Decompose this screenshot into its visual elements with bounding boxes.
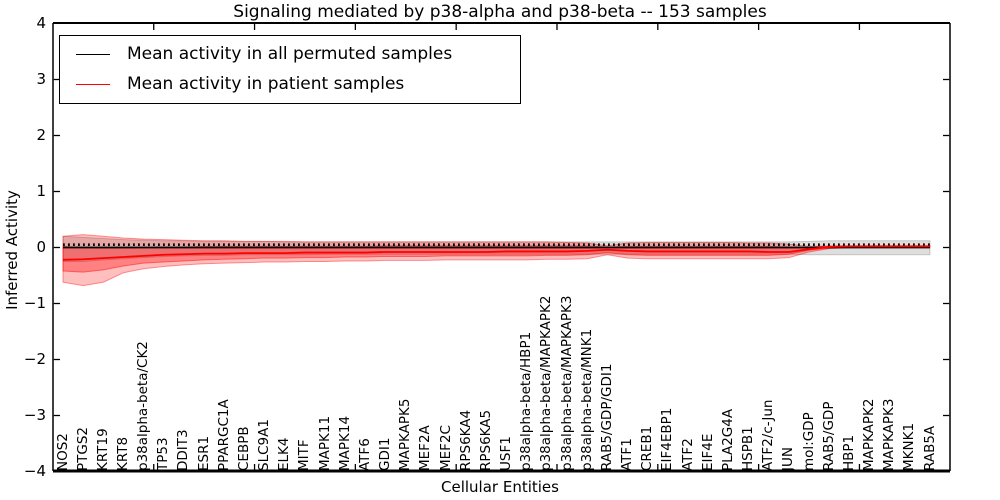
y-tick-label: −3 bbox=[23, 406, 46, 424]
legend-label-permuted: Mean activity in all permuted samples bbox=[127, 44, 453, 64]
y-tick-label: 1 bbox=[36, 182, 46, 200]
legend-label-patient: Mean activity in patient samples bbox=[127, 74, 405, 94]
x-tick-label: MEF2A bbox=[417, 425, 434, 471]
x-tick-label: MEF2C bbox=[437, 425, 454, 471]
permuted-range-band bbox=[62, 235, 931, 262]
x-tick-label: ATF1 bbox=[619, 438, 636, 471]
x-tick-label: RAB5/GDP bbox=[820, 401, 837, 471]
x-tick-label: USF1 bbox=[498, 436, 515, 471]
x-tick-label: MITF bbox=[296, 439, 313, 471]
x-tick-label: CREB1 bbox=[639, 425, 656, 471]
x-tick-label: p38alpha-beta/CK2 bbox=[135, 341, 152, 471]
chart-title: Signaling mediated by p38-alpha and p38-… bbox=[233, 2, 767, 22]
x-tick-label: ELK4 bbox=[276, 437, 293, 472]
x-axis-label: Cellular Entities bbox=[441, 478, 559, 496]
y-tick-label: −4 bbox=[23, 462, 46, 480]
x-tick-label: EIF4E bbox=[699, 433, 716, 471]
x-tick-label: GDI1 bbox=[377, 437, 394, 471]
x-tick-label: RAB5A bbox=[921, 425, 938, 471]
x-tick-label: MAPKAPK5 bbox=[397, 398, 414, 471]
x-tick-label: PLA2G4A bbox=[719, 408, 736, 471]
x-tick-label: p38alpha-beta/MNK1 bbox=[578, 328, 595, 471]
y-tick-label: 0 bbox=[36, 238, 46, 256]
x-tick-label: PPARGC1A bbox=[215, 399, 232, 471]
x-tick-label: CEBPB bbox=[235, 426, 252, 471]
legend-item-permuted: Mean activity in all permuted samples bbox=[72, 44, 508, 65]
series-mean-activity-in-patient-samples bbox=[62, 245, 931, 261]
x-tick-label: EIF4EBP1 bbox=[659, 407, 676, 471]
x-tick-label: ATF2 bbox=[679, 438, 696, 471]
x-tick-label: RAB5/GDP/GDI1 bbox=[598, 363, 615, 471]
patient-line-sample-icon bbox=[76, 84, 110, 85]
x-tick-label: PTGS2 bbox=[74, 426, 91, 471]
x-tick-label: MKNK1 bbox=[901, 422, 918, 471]
x-tick-label: ESR1 bbox=[195, 435, 212, 471]
x-tick-label: RPS6KA4 bbox=[457, 409, 474, 471]
x-tick-label: MAPKAPK2 bbox=[861, 398, 878, 471]
x-tick-label: ATF6 bbox=[356, 438, 373, 471]
x-tick-label: NOS2 bbox=[54, 433, 71, 471]
x-tick-label: p38alpha-beta/MAPKAPK3 bbox=[558, 295, 575, 472]
x-tick-label: MAPKAPK3 bbox=[881, 398, 898, 471]
x-tick-label: p38alpha-beta/HBP1 bbox=[518, 331, 535, 471]
y-tick-label: 3 bbox=[36, 70, 46, 88]
x-tick-label: KRT19 bbox=[94, 428, 111, 471]
x-tick-label: DDIT3 bbox=[175, 429, 192, 471]
x-tick-label: ATF2/c-Jun bbox=[760, 399, 777, 471]
y-tick-label: 2 bbox=[36, 126, 46, 144]
x-tick-label: HBP1 bbox=[840, 434, 857, 471]
x-tick-label: TP53 bbox=[155, 437, 172, 471]
x-tick-label: MAPK14 bbox=[336, 415, 353, 471]
x-tick-label: RPS6KA5 bbox=[477, 409, 494, 471]
x-tick-label: JUN bbox=[780, 447, 797, 471]
x-tick-label: SLC9A1 bbox=[256, 419, 273, 471]
legend: Mean activity in all permuted samples Me… bbox=[59, 35, 521, 104]
x-tick-label: MAPK11 bbox=[316, 415, 333, 471]
x-tick-label: mol:GDP bbox=[800, 412, 817, 471]
y-tick-label: −1 bbox=[23, 294, 46, 312]
y-tick-label: −2 bbox=[23, 350, 46, 368]
x-tick-label: p38alpha-beta/MAPKAPK2 bbox=[538, 295, 555, 472]
x-tick-label: KRT8 bbox=[114, 436, 131, 471]
y-tick-label: 4 bbox=[36, 14, 46, 32]
permuted-line-sample-icon bbox=[76, 54, 110, 55]
legend-item-patient: Mean activity in patient samples bbox=[72, 74, 508, 95]
x-tick-label: HSPB1 bbox=[740, 426, 757, 471]
